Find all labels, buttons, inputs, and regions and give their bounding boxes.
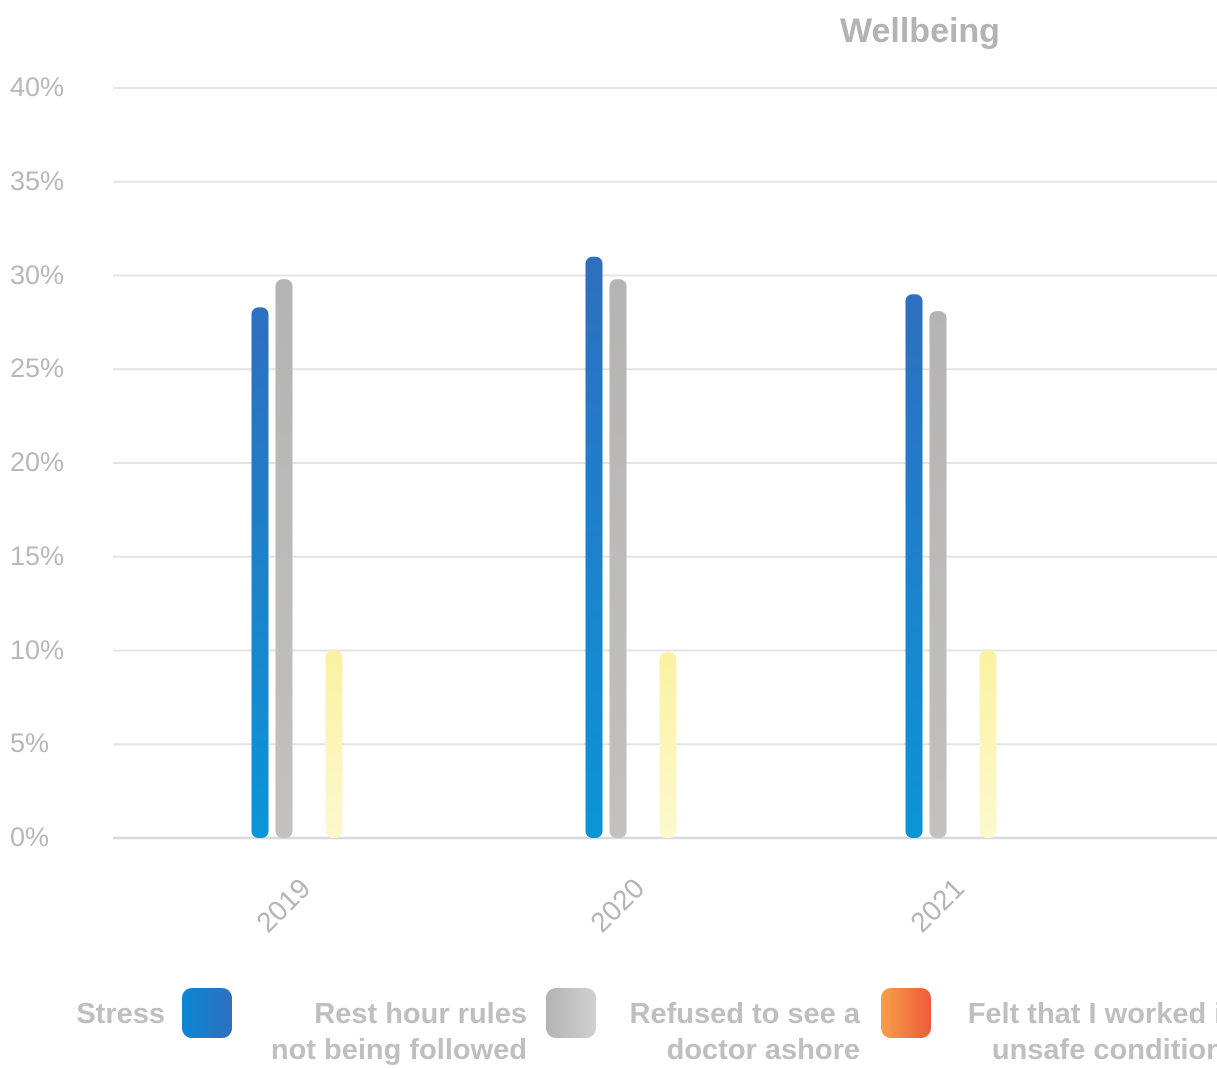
y-tick-label: 5% [10, 728, 50, 759]
bar-2019-series-0 [251, 307, 269, 838]
y-tick-label: 20% [10, 447, 65, 477]
y-tick-label: 25% [10, 353, 65, 384]
legend-label: Stress [76, 998, 165, 1030]
bar-2020-series-3 [659, 652, 677, 838]
legend-swatch [182, 988, 232, 1038]
x-tick-label: 2021 [904, 872, 970, 938]
bar-2020-series-0 [585, 256, 603, 838]
bar-2020-series-1 [609, 279, 627, 838]
y-tick-label: 15% [10, 540, 65, 571]
legend-label: Rest hour rules not being followed [270, 998, 527, 1066]
y-tick-label: 10% [10, 634, 65, 665]
y-tick-label: 0% [10, 822, 50, 852]
bar-2021-series-3 [979, 650, 997, 838]
legend-label: Refused to see a doctor ashore [629, 998, 860, 1066]
legend-swatch [881, 988, 931, 1038]
y-tick-label: 30% [10, 259, 65, 290]
x-tick-label: 2020 [584, 872, 650, 938]
bar-2019-series-3 [325, 650, 343, 838]
plot-area: 2019 2020 2021 [113, 87, 1217, 938]
chart-title: Wellbeing [840, 12, 1000, 50]
x-tick-label: 2019 [250, 872, 316, 938]
bar-2021-series-0 [905, 294, 923, 838]
legend-swatch [546, 988, 596, 1038]
legend-label: Felt that I worked in unsafe conditions [967, 998, 1217, 1066]
y-tick-label: 40% [10, 72, 65, 102]
bar-2021-series-1 [929, 311, 947, 838]
bar-2019-series-1 [275, 279, 293, 838]
y-tick-label: 35% [10, 165, 65, 196]
